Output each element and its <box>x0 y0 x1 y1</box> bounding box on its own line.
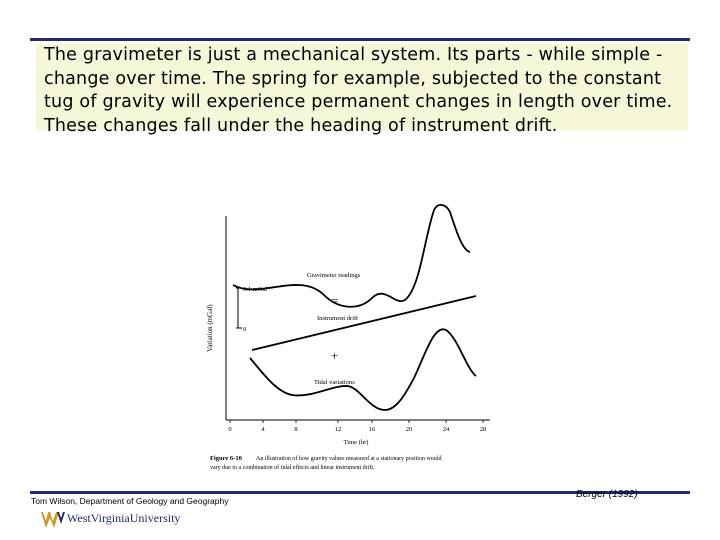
tidal-curve <box>249 328 477 411</box>
x-tick-label: 24 <box>443 426 450 433</box>
body-line: tug of gravity will experience permanent… <box>44 92 673 112</box>
top-divider <box>30 38 690 41</box>
gravimeter-label: Gravimeter readings <box>307 272 361 279</box>
x-axis-label: Time (hr) <box>344 439 369 446</box>
body-line: change over time. The spring for example… <box>44 68 662 89</box>
equals-sign: = <box>331 293 338 308</box>
drift-label: Instrument drift <box>317 315 358 322</box>
tidal-label: Tidal variations <box>314 379 355 386</box>
scale-zero: 0 <box>243 326 246 333</box>
figure-caption-line: vary due to a combination of tidal effec… <box>210 464 375 471</box>
x-tick-label: 28 <box>480 426 487 433</box>
x-tick-label: 8 <box>294 426 297 433</box>
footer-author: Tom Wilson, Department of Geology and Ge… <box>31 496 229 506</box>
figure-caption-number: Figure 6-10 <box>210 455 242 462</box>
x-tick-label: 4 <box>261 426 265 433</box>
gravimeter-curve <box>232 204 471 308</box>
x-tick-label: 16 <box>369 426 376 433</box>
bottom-divider <box>30 491 690 494</box>
x-tick-label: 0 <box>228 426 231 433</box>
figure-caption-line: An illustration of how gravity values me… <box>256 455 441 462</box>
body-text-block: The gravimeter is just a mechanical syst… <box>36 44 688 136</box>
x-tick-label: 12 <box>335 426 342 433</box>
y-axis-label: Variation (mGal) <box>206 304 214 352</box>
drift-line <box>251 295 477 351</box>
body-line: These changes fall under the heading of … <box>44 115 558 136</box>
body-line: The gravimeter is just a mechanical syst… <box>44 45 663 65</box>
wvu-wordmark: WestVirginiaUniversity <box>67 511 181 525</box>
plus-sign: + <box>331 348 338 363</box>
figure-citation: Berger (1992) <box>576 489 638 500</box>
x-tick-label: 20 <box>406 426 413 433</box>
wvu-logo-icon <box>41 512 65 528</box>
drift-figure: Variation (mGal) 0.1 mGal 0 Gravimeter r… <box>200 200 500 480</box>
